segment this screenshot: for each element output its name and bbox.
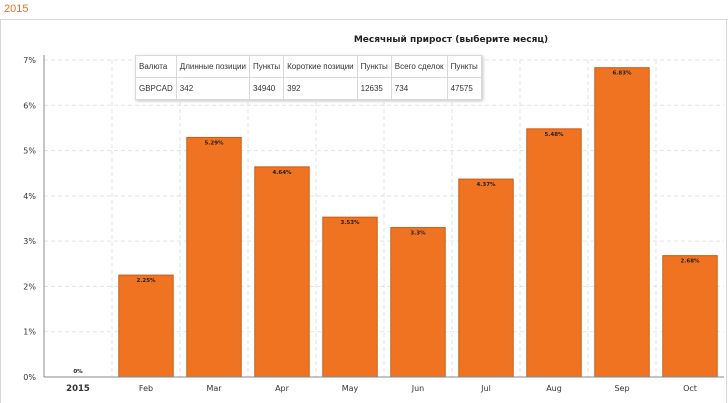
- bar-may: [322, 216, 378, 378]
- bar-jul: [458, 178, 514, 378]
- bar-aug: [526, 128, 582, 378]
- value-short-points: 12635: [356, 77, 392, 100]
- x-tick-label: May: [342, 384, 359, 393]
- y-tick-label: 3%: [23, 237, 36, 246]
- value-currency: GBPCAD: [135, 77, 177, 100]
- bar-apr: [254, 166, 310, 378]
- x-tick-label: Aug: [546, 384, 562, 393]
- value-total-trades: 734: [390, 77, 448, 100]
- y-tick-label: 0%: [23, 373, 36, 382]
- data-label: 2.25%: [136, 278, 156, 284]
- value-long-positions: 342: [175, 77, 250, 100]
- y-tick-label: 6%: [23, 101, 36, 110]
- x-tick-label: Jun: [411, 384, 425, 393]
- data-label: 6.83%: [612, 71, 632, 77]
- data-label: 3.53%: [340, 220, 360, 226]
- x-tick-label: Feb: [139, 384, 153, 393]
- header-total-trades: Всего сделок: [390, 55, 448, 78]
- header-long-positions: Длинные позиции: [175, 55, 250, 78]
- x-axis: 2015 Feb Mar Apr May Jun Jul Aug Sep Oct: [44, 376, 724, 394]
- data-label: 4.64%: [272, 170, 292, 176]
- y-tick-label: 4%: [23, 192, 36, 201]
- value-short-positions: 392: [283, 77, 358, 100]
- stats-value-row: GBPCAD 342 34940 392 12635 734 47575: [135, 77, 482, 100]
- header-short-positions: Короткие позиции: [283, 55, 358, 78]
- value-long-points: 34940: [248, 77, 285, 100]
- chart-title: Месячный прирост (выберите месяц): [354, 34, 548, 45]
- bar-oct: [662, 255, 718, 378]
- header-short-points: Пункты: [356, 55, 392, 78]
- x-tick-label: 2015: [66, 384, 90, 394]
- x-tick-label: Oct: [683, 384, 697, 393]
- y-tick-label: 5%: [23, 147, 36, 156]
- header-currency: Валюта: [135, 55, 177, 78]
- x-tick-label: Jul: [480, 384, 491, 393]
- y-axis: 0% 1% 2% 3% 4% 5% 6% 7%: [23, 55, 45, 382]
- value-total-points: 47575: [446, 77, 482, 100]
- x-tick-label: Sep: [614, 384, 629, 393]
- data-label: 4.37%: [476, 182, 496, 188]
- year-tab[interactable]: 2015: [4, 3, 29, 15]
- header-long-points: Пункты: [248, 55, 285, 78]
- data-label: 0%: [73, 369, 83, 375]
- x-tick-label: Mar: [206, 384, 222, 393]
- data-label: 2.68%: [680, 259, 700, 265]
- y-tick-label: 1%: [23, 328, 36, 337]
- y-tick-label: 7%: [23, 56, 36, 65]
- stats-header-row: Валюта Длинные позиции Пункты Короткие п…: [135, 55, 482, 78]
- stats-table: Валюта Длинные позиции Пункты Короткие п…: [135, 55, 482, 100]
- bar-mar: [186, 136, 242, 378]
- top-bar: 2015: [0, 0, 728, 20]
- x-tick-label: Apr: [275, 384, 290, 393]
- data-label: 5.29%: [204, 140, 224, 146]
- header-total-points: Пункты: [446, 55, 482, 78]
- y-tick-label: 2%: [23, 282, 36, 291]
- bar-feb: [118, 274, 174, 378]
- data-label: 3.3%: [410, 231, 426, 237]
- bars: 0% 2.25% 5.29% 4.64% 3.53% 3.3% 4.37% 5.48% 6.83…: [73, 67, 718, 378]
- bar-jun: [390, 227, 446, 378]
- chart-frame: [0, 20, 727, 403]
- bar-sep: [594, 67, 650, 378]
- data-label: 5.48%: [544, 132, 564, 138]
